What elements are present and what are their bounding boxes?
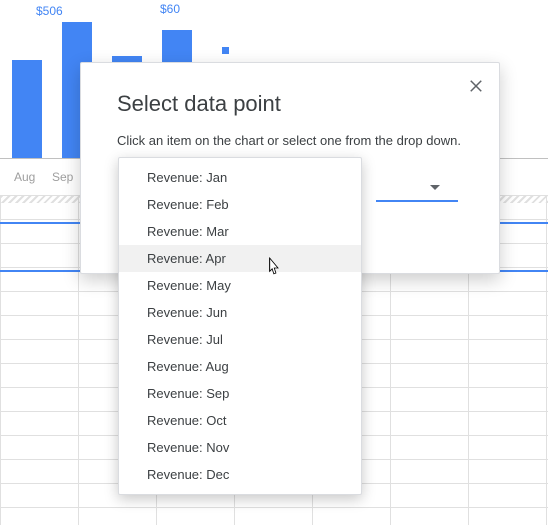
dropdown-item[interactable]: Revenue: Sep <box>119 380 361 407</box>
dropdown-underline <box>376 200 458 202</box>
dropdown-item[interactable]: Revenue: Oct <box>119 407 361 434</box>
chart-bar[interactable] <box>12 60 42 158</box>
dropdown-item[interactable]: Revenue: Aug <box>119 353 361 380</box>
dropdown-list: Revenue: JanRevenue: FebRevenue: MarReve… <box>118 157 362 495</box>
chevron-down-icon[interactable] <box>430 185 440 190</box>
dropdown-item[interactable]: Revenue: Apr <box>119 245 361 272</box>
dialog-subtitle: Click an item on the chart or select one… <box>117 133 463 148</box>
dropdown-item[interactable]: Revenue: Nov <box>119 434 361 461</box>
dropdown-item[interactable]: Revenue: May <box>119 272 361 299</box>
dropdown-item[interactable]: Revenue: Feb <box>119 191 361 218</box>
chart-axis-label: Sep <box>52 170 73 184</box>
chart-value-label: $506 <box>36 4 63 18</box>
dropdown-item[interactable]: Revenue: Jan <box>119 164 361 191</box>
dropdown-item[interactable]: Revenue: Mar <box>119 218 361 245</box>
dropdown-item[interactable]: Revenue: Jul <box>119 326 361 353</box>
dropdown-item[interactable]: Revenue: Jun <box>119 299 361 326</box>
chart-value-label: $60 <box>160 2 180 16</box>
dropdown-item[interactable]: Revenue: Dec <box>119 461 361 488</box>
chart-axis-label: Aug <box>14 170 35 184</box>
chart-data-marker[interactable] <box>222 47 229 54</box>
app-root: Aug Sep $506 $60 Select data point Click a… <box>0 0 548 525</box>
dialog-title: Select data point <box>117 91 463 117</box>
close-icon[interactable] <box>467 77 485 95</box>
